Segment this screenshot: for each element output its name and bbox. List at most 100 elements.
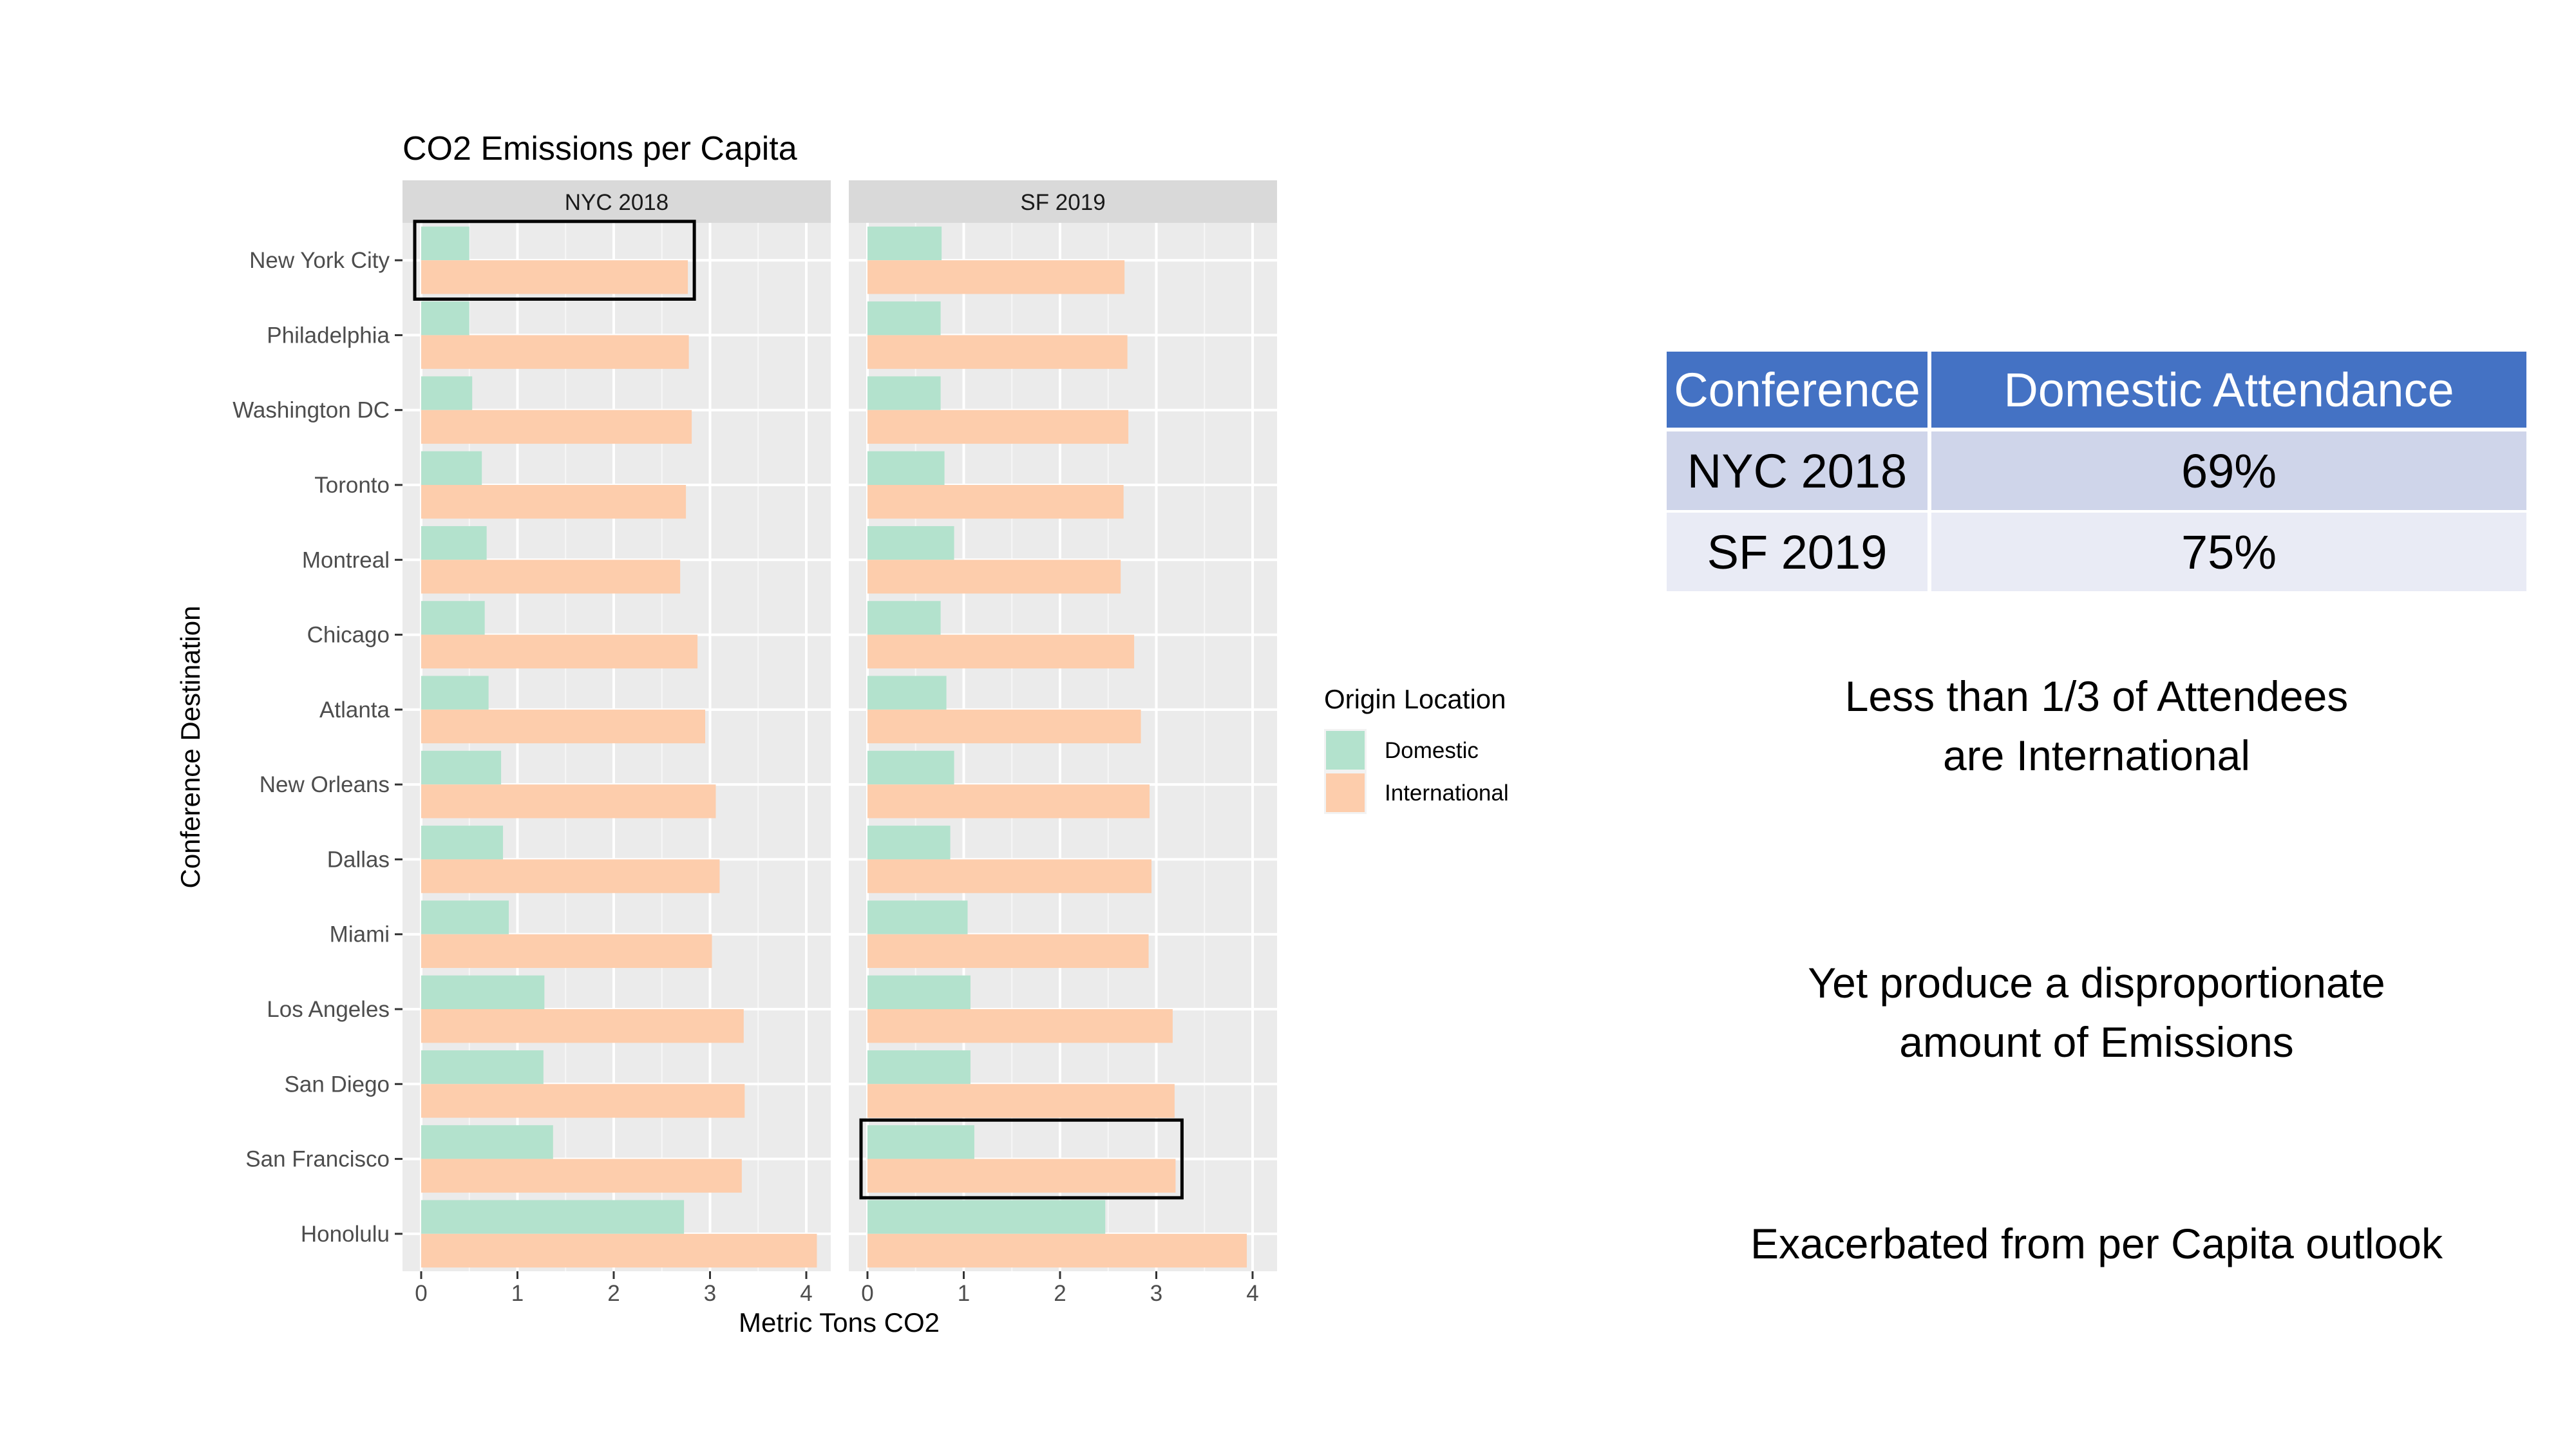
bar-domestic-atlanta (867, 676, 947, 710)
bar-international-new-york-city (421, 260, 688, 294)
y-tick-label: Atlanta (319, 697, 390, 723)
bar-domestic-miami (421, 900, 509, 934)
bar-domestic-philadelphia (421, 301, 469, 336)
bar-international-san-diego (421, 1084, 745, 1118)
bar-domestic-san-diego (421, 1050, 544, 1084)
x-tick-label: 1 (958, 1281, 970, 1306)
bar-domestic-washington-dc (421, 376, 473, 410)
x-axis-title: Metric Tons CO2 (739, 1307, 940, 1338)
bar-international-toronto (867, 485, 1124, 519)
bar-international-new-york-city (867, 260, 1125, 294)
y-tick-label: San Diego (285, 1072, 390, 1097)
y-tick-label: Montreal (302, 547, 390, 573)
highlight-box (859, 1118, 1184, 1200)
bar-domestic-toronto (867, 451, 945, 485)
strip (849, 180, 1277, 223)
bar-domestic-montreal (421, 526, 487, 560)
y-tick-label: Chicago (307, 623, 390, 648)
x-tick-label: 3 (704, 1281, 716, 1306)
table-header-conference: Conference (1667, 352, 1931, 431)
chart-panels: NYC 2018 0 1 2 3 4 SF 2019 0 1 2 3 4 (402, 180, 1277, 1306)
y-tick-label: Philadelphia (267, 323, 390, 348)
table-cell-conference: SF 2019 (1667, 511, 1931, 594)
x-tick-label: 0 (415, 1281, 427, 1306)
table-cell-conference: NYC 2018 (1667, 430, 1931, 513)
bar-international-washington-dc (867, 410, 1129, 444)
bar-domestic-los-angeles (867, 975, 971, 1009)
bar-international-miami (867, 934, 1149, 969)
table-cell-attendance: 69% (1929, 430, 2526, 513)
bar-international-chicago (867, 634, 1135, 668)
y-tick-label: Washington DC (232, 398, 390, 423)
bar-domestic-philadelphia (867, 301, 941, 336)
bar-international-dallas (867, 859, 1152, 893)
bar-domestic-san-diego (867, 1050, 971, 1084)
bar-international-dallas (421, 859, 720, 893)
table-header-row: Conference Domestic Attendance (1667, 352, 2526, 431)
bar-international-philadelphia (867, 335, 1128, 369)
bar-international-los-angeles (867, 1009, 1173, 1043)
bar-international-honolulu (867, 1233, 1247, 1268)
bar-international-honolulu (421, 1233, 817, 1268)
panel-nyc-2018: NYC 2018 0 1 2 3 4 (402, 180, 831, 1306)
legend-label: Domestic (1385, 738, 1479, 763)
y-tick-label: Toronto (314, 473, 390, 498)
y-tick-label: Dallas (327, 847, 390, 872)
y-tick-label: New Orleans (260, 772, 390, 797)
table-row: SF 2019 75% (1667, 511, 2526, 594)
legend: Origin Location Domestic International (1324, 684, 1509, 814)
panel-sf-2019: SF 2019 0 1 2 3 4 (849, 180, 1277, 1306)
bar-international-washington-dc (421, 410, 692, 444)
bar-international-new-orleans (867, 784, 1150, 819)
x-tick-label: 2 (1054, 1281, 1066, 1306)
legend-swatch-international (1326, 773, 1365, 812)
bar-international-new-orleans (421, 784, 716, 819)
bar-domestic-san-francisco (867, 1125, 974, 1159)
x-tick-label: 1 (511, 1281, 524, 1306)
bar-domestic-new-orleans (421, 750, 502, 785)
bar-international-montreal (867, 560, 1121, 594)
bar-domestic-dallas (421, 826, 504, 860)
note-attendees-line1: Less than 1/3 of Attendees (1844, 672, 2349, 720)
x-tick-label: 2 (607, 1281, 620, 1306)
bar-international-atlanta (421, 709, 706, 744)
legend-swatch-domestic (1326, 731, 1365, 770)
attendance-table: Conference Domestic Attendance NYC 2018 … (1667, 352, 2526, 594)
bar-international-los-angeles (421, 1009, 744, 1043)
bar-domestic-dallas (867, 826, 951, 860)
bar-domestic-new-york-city (867, 226, 942, 261)
bar-international-san-diego (867, 1084, 1175, 1118)
bar-international-montreal (421, 560, 681, 594)
bar-domestic-chicago (867, 601, 941, 635)
highlight-box (413, 220, 696, 301)
note-emissions: Yet produce a disproportionate amount of… (1667, 953, 2526, 1072)
bar-international-philadelphia (421, 335, 689, 369)
bar-domestic-new-york-city (421, 226, 469, 261)
note-per-capita: Exacerbated from per Capita outlook (1750, 1220, 2443, 1267)
y-tick-label: San Francisco (245, 1147, 390, 1172)
bar-international-san-francisco (867, 1159, 1176, 1193)
y-axis-title: Conference Destination (175, 606, 205, 889)
y-tick-label: Honolulu (301, 1222, 390, 1247)
table-cell-attendance: 75% (1929, 511, 2526, 594)
bar-domestic-honolulu (421, 1200, 685, 1234)
bar-domestic-los-angeles (421, 975, 545, 1009)
bar-international-chicago (421, 634, 698, 668)
bar-international-miami (421, 934, 712, 969)
bar-domestic-honolulu (867, 1200, 1106, 1234)
bar-domestic-new-orleans (867, 750, 954, 785)
bar-domestic-atlanta (421, 676, 489, 710)
legend-label: International (1385, 781, 1509, 806)
bar-domestic-toronto (421, 451, 482, 485)
bar-domestic-washington-dc (867, 376, 941, 410)
note-emissions-line1: Yet produce a disproportionate (1808, 959, 2385, 1007)
bar-domestic-miami (867, 900, 968, 934)
strip-label: SF 2019 (1020, 190, 1105, 215)
note-attendees-line2: are International (1943, 732, 2250, 779)
bar-domestic-chicago (421, 601, 485, 635)
note-attendees: Less than 1/3 of Attendees are Internati… (1667, 667, 2526, 785)
chart-title: CO2 Emissions per Capita (402, 130, 797, 167)
strip (402, 180, 831, 223)
y-tick-label: Los Angeles (267, 997, 390, 1022)
